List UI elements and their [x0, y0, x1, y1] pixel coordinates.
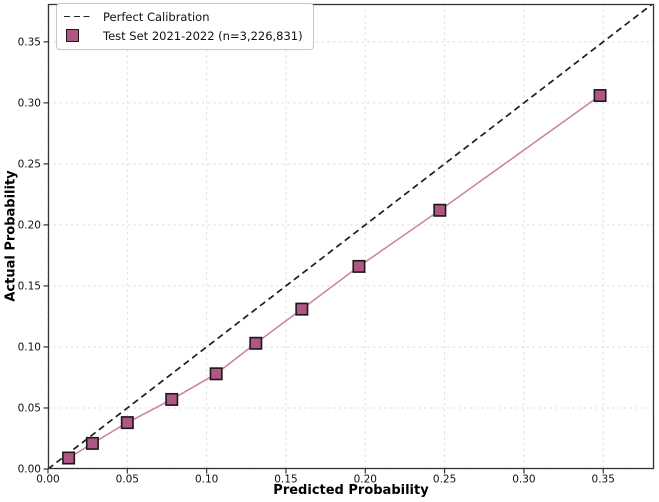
- legend-label-perfect-calibration: Perfect Calibration: [103, 9, 210, 24]
- x-tick-label: 0.15: [274, 474, 297, 486]
- x-tick-label: 0.05: [116, 474, 139, 486]
- test-set-marker: [593, 89, 607, 103]
- test-set-marker: [120, 416, 134, 430]
- test-set-marker: [433, 203, 447, 217]
- y-tick-label: 0.05: [18, 403, 41, 415]
- x-axis-label: Predicted Probability: [273, 483, 429, 498]
- y-tick-label: 0.20: [18, 220, 41, 232]
- x-tick-label: 0.00: [36, 474, 59, 486]
- test-set-marker: [85, 436, 99, 450]
- test-set-marker: [209, 367, 223, 381]
- x-tick-label: 0.35: [592, 474, 615, 486]
- legend-label-test-set: Test Set 2021-2022 (n=3,226,831): [103, 28, 303, 43]
- plot-border: [47, 3, 655, 470]
- x-tick-label: 0.25: [433, 474, 456, 486]
- x-tick-label: 0.10: [195, 474, 218, 486]
- test-set-marker: [62, 451, 76, 465]
- test-set-marker: [295, 302, 309, 316]
- square-marker-icon: [66, 29, 79, 42]
- y-tick-label: 0.25: [18, 159, 41, 171]
- y-tick-label: 0.35: [18, 37, 41, 49]
- legend-entry-perfect-calibration: Perfect Calibration: [64, 7, 303, 26]
- y-tick-label: 0.10: [18, 342, 41, 354]
- test-set-marker: [352, 259, 366, 273]
- test-set-marker: [249, 336, 263, 350]
- legend-entry-test-set: Test Set 2021-2022 (n=3,226,831): [64, 26, 303, 45]
- perfect-calibration-line: [48, 4, 654, 469]
- y-tick-label: 0.00: [18, 464, 41, 476]
- y-tick-label: 0.30: [18, 98, 41, 110]
- dashed-line-icon: [64, 15, 93, 18]
- y-axis-label: Actual Probability: [3, 170, 19, 302]
- legend: Perfect Calibration Test Set 2021-2022 (…: [56, 3, 314, 50]
- x-tick-label: 0.20: [354, 474, 377, 486]
- x-tick-label: 0.30: [512, 474, 535, 486]
- test-set-marker: [165, 392, 179, 406]
- y-tick-label: 0.15: [18, 281, 41, 293]
- test-set-line: [68, 94, 601, 459]
